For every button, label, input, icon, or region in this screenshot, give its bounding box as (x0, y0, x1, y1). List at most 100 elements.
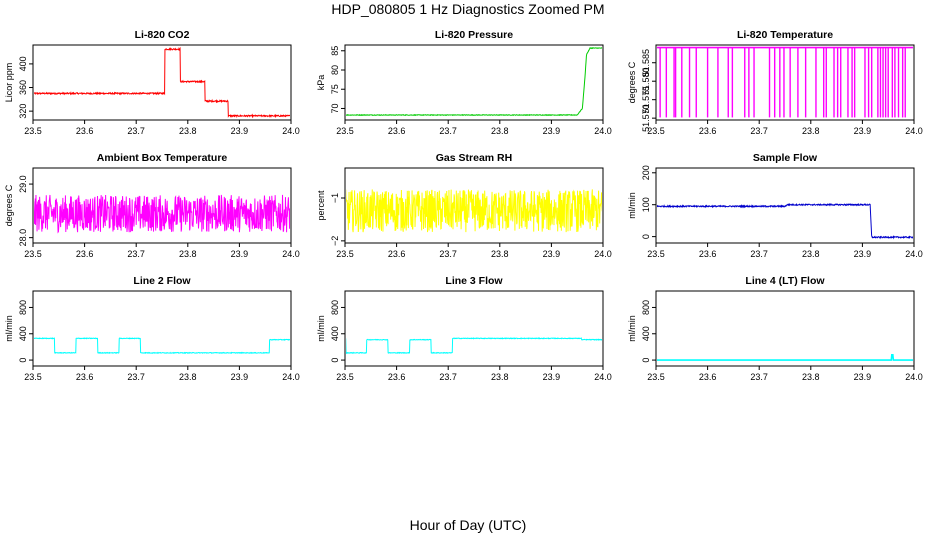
x-tick-label: 24.0 (282, 372, 300, 382)
x-tick-label: 23.9 (231, 126, 249, 136)
series-line-0 (34, 337, 290, 355)
x-tick-label: 23.8 (179, 249, 197, 259)
y-axis-label: degrees C (627, 61, 637, 103)
y-tick-label: 51.575 (641, 86, 651, 114)
x-tick-label: 23.9 (854, 372, 872, 382)
x-tick-label: 24.0 (905, 126, 923, 136)
plot-frame (32, 44, 292, 121)
x-tick-label: 23.5 (647, 249, 665, 259)
series-line-0 (34, 194, 290, 234)
x-tick-label: 23.8 (179, 126, 197, 136)
y-axis-label: ml/min (627, 192, 637, 219)
y-tick-label: 51.585 (641, 49, 651, 77)
chart-panel-8: Line 4 (LT) Flow ml/min 23.5 23.6 23.7 23.8 23… (627, 275, 923, 382)
x-tick-label: 23.7 (750, 249, 768, 259)
x-tick-label: 23.8 (491, 249, 509, 259)
plot-frame (32, 167, 292, 244)
y-tick-label: 51.570 (641, 104, 651, 132)
panel-title: Line 3 Flow (445, 275, 503, 287)
y-tick-label: 85 (330, 46, 340, 56)
y-tick-label: 28.0 (18, 229, 28, 247)
series-line-0 (346, 47, 602, 117)
x-tick-label: 23.7 (127, 372, 145, 382)
x-tick-label: 23.6 (76, 126, 94, 136)
x-tick-label: 23.6 (699, 126, 717, 136)
plot-frame (655, 44, 915, 121)
y-tick-label: 800 (330, 300, 340, 315)
figure-title: HDP_080805 1 Hz Diagnostics Zoomed PM (331, 1, 605, 17)
x-tick-label: 23.8 (802, 372, 820, 382)
x-tick-label: 23.7 (439, 126, 457, 136)
series-line-0 (657, 202, 913, 240)
chart-panel-0: Li-820 CO2 Licor ppm 23.5 23.6 23.7 23.8 23.9 2… (4, 29, 300, 136)
x-tick-label: 23.9 (231, 249, 249, 259)
plot-frame (32, 290, 292, 367)
x-tick-label: 23.5 (336, 372, 354, 382)
plot-frame (344, 290, 604, 367)
panel-title: Li-820 Pressure (435, 29, 513, 41)
chart-panel-7: Line 3 Flow ml/min 23.5 23.6 23.7 23.8 23.9 24.… (316, 275, 612, 382)
y-tick-label: 70 (330, 103, 340, 113)
x-tick-label: 24.0 (282, 126, 300, 136)
chart-panel-1: Li-820 Pressure kPa 23.5 23.6 23.7 23.8 23.9 24… (316, 29, 612, 136)
panel-title: Ambient Box Temperature (97, 152, 228, 164)
y-tick-label: 400 (641, 326, 651, 341)
series-line-0 (346, 337, 602, 355)
x-tick-label: 24.0 (594, 372, 612, 382)
y-tick-label: 80 (330, 65, 340, 75)
y-tick-label: 75 (330, 84, 340, 94)
y-tick-label: 360 (18, 80, 28, 95)
panel-title: Gas Stream RH (436, 152, 512, 164)
x-tick-label: 23.7 (750, 372, 768, 382)
x-tick-label: 23.6 (388, 372, 406, 382)
y-tick-label: 0 (641, 358, 651, 363)
panel-title: Sample Flow (753, 152, 818, 164)
y-tick-label: 400 (18, 326, 28, 341)
plot-frame (344, 167, 604, 244)
x-tick-label: 23.9 (543, 372, 561, 382)
y-tick-label: 320 (18, 104, 28, 119)
x-tick-label: 23.8 (802, 126, 820, 136)
y-tick-label: −2 (330, 236, 340, 246)
y-axis-label: ml/min (4, 315, 14, 342)
x-tick-label: 23.6 (76, 372, 94, 382)
x-tick-label: 24.0 (282, 249, 300, 259)
x-tick-label: 23.6 (699, 249, 717, 259)
chart-panel-4: Gas Stream RH percent 23.5 23.6 23.7 23.8 23.9… (316, 152, 612, 259)
x-tick-label: 23.6 (388, 126, 406, 136)
x-tick-label: 24.0 (594, 249, 612, 259)
y-axis-label: ml/min (627, 315, 637, 342)
x-tick-label: 23.9 (543, 126, 561, 136)
x-tick-label: 23.5 (336, 249, 354, 259)
x-tick-label: 23.5 (24, 372, 42, 382)
x-tick-label: 23.5 (647, 372, 665, 382)
x-tick-label: 23.8 (179, 372, 197, 382)
panel-title: Line 4 (LT) Flow (745, 275, 825, 287)
x-tick-label: 24.0 (594, 126, 612, 136)
chart-panel-5: Sample Flow ml/min 23.5 23.6 23.7 23.8 23.9 24.… (627, 152, 923, 259)
x-tick-label: 23.5 (24, 249, 42, 259)
y-tick-label: 400 (330, 326, 340, 341)
x-tick-label: 23.6 (388, 249, 406, 259)
x-tick-label: 23.9 (543, 249, 561, 259)
x-tick-label: 23.9 (854, 126, 872, 136)
y-tick-label: 51.580 (641, 67, 651, 95)
chart-panel-6: Line 2 Flow ml/min 23.5 23.6 23.7 23.8 23.9 24.… (4, 275, 300, 382)
x-tick-label: 23.7 (127, 126, 145, 136)
panel-title: Li-820 CO2 (135, 29, 190, 41)
plot-frame (655, 167, 915, 244)
x-tick-label: 23.5 (647, 126, 665, 136)
x-tick-label: 24.0 (905, 372, 923, 382)
y-axis-label: percent (316, 190, 326, 221)
x-tick-label: 23.5 (24, 126, 42, 136)
x-tick-label: 23.7 (750, 126, 768, 136)
y-axis-label: Licor ppm (4, 63, 14, 103)
x-tick-label: 23.7 (439, 372, 457, 382)
x-tick-label: 24.0 (905, 249, 923, 259)
y-tick-label: 400 (18, 56, 28, 71)
plot-frame (344, 44, 604, 121)
panel-title: Li-820 Temperature (737, 29, 833, 41)
y-axis-label: degrees C (4, 184, 14, 226)
x-tick-label: 23.7 (439, 249, 457, 259)
